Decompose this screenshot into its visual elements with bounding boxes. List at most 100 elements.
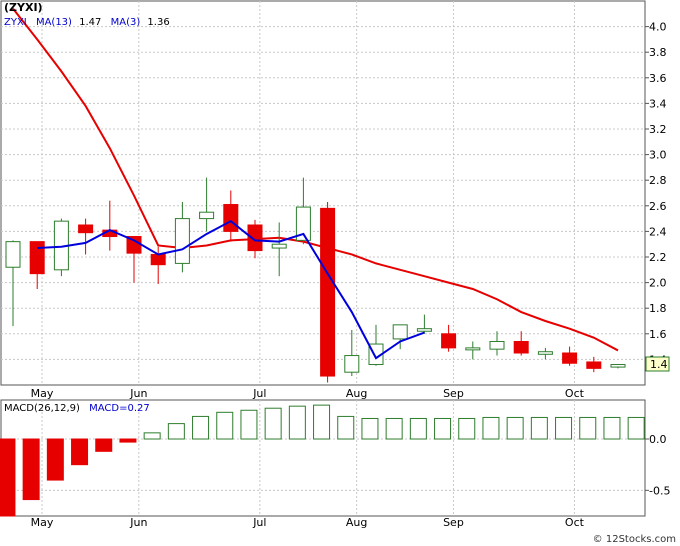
macd-y-tick-label: 0.0 — [649, 433, 667, 446]
price-y-tick-label: 2.6 — [649, 200, 667, 213]
watermark: © 12Stocks.com — [593, 534, 676, 545]
candle-body — [537, 351, 553, 355]
candle — [78, 218, 94, 255]
price-y-tick-label: 2.8 — [649, 174, 667, 187]
macd-bar — [337, 415, 355, 440]
candle-body — [295, 206, 311, 241]
macd-y-tick-label: -0.5 — [649, 484, 670, 497]
price-x-axis: May Jun Jul Aug Sep Oct — [31, 387, 585, 400]
macd-bar — [409, 417, 427, 440]
candle-body — [586, 361, 602, 369]
candle-body — [610, 364, 626, 368]
candle-body — [174, 218, 190, 264]
macd-bar — [95, 438, 113, 452]
legend-ma13-value: 1.47 — [79, 17, 101, 28]
candle-body — [489, 340, 505, 350]
candle-body — [416, 328, 432, 332]
macd-bar — [627, 416, 645, 440]
price-y-tick-label: 2.4 — [649, 225, 667, 238]
price-y-tick-label: 4.0 — [649, 21, 667, 34]
price-x-tick-label: Jul — [252, 387, 266, 400]
candle — [586, 356, 602, 373]
macd-bar — [434, 417, 452, 440]
macd-x-tick-label: Oct — [565, 516, 585, 529]
candle — [537, 347, 553, 360]
last-price-badge — [645, 356, 670, 372]
candle — [465, 341, 481, 360]
candle — [441, 324, 457, 352]
ma13-polyline — [12, 8, 619, 352]
macd-bar — [313, 404, 331, 440]
candle-body — [199, 211, 215, 220]
macd-bar — [385, 417, 403, 440]
macd-bar — [458, 417, 476, 440]
price-y-tick-label: 3.4 — [649, 97, 667, 110]
candle-body — [271, 243, 287, 249]
candle-body — [5, 241, 21, 268]
macd-bar — [555, 416, 573, 440]
candle-body — [150, 253, 166, 266]
candle — [29, 241, 45, 289]
legend-ticker: ZYXI — [4, 17, 27, 28]
macd-x-tick-label: Aug — [346, 516, 367, 529]
candle — [392, 324, 408, 350]
price-x-tick-label: Sep — [443, 387, 464, 400]
ma3-line — [37, 219, 425, 360]
macd-bar — [506, 416, 524, 440]
macd-bar — [361, 417, 379, 440]
candle — [247, 219, 263, 259]
macd-x-axis: May Jun Jul Aug Sep Oct — [31, 516, 585, 529]
macd-bar — [71, 438, 89, 466]
price-y-tick-label: 2.0 — [649, 277, 667, 290]
macd-bar — [288, 405, 306, 440]
candle-body — [320, 207, 336, 377]
macd-x-tick-label: Sep — [443, 516, 464, 529]
macd-bar — [264, 407, 282, 440]
candle-body — [78, 224, 94, 234]
macd-bar — [216, 411, 234, 440]
candle-body — [29, 241, 45, 275]
candle — [174, 201, 190, 273]
macd-bar — [603, 416, 621, 440]
candle-body — [247, 224, 263, 252]
macd-bar — [46, 438, 64, 481]
macd-legend-label: MACD(26,12,9) — [4, 403, 80, 414]
macd-bar — [143, 432, 161, 440]
macd-legend: MACD(26,12,9) MACD=0.27 — [4, 403, 150, 414]
legend-line: ZYXI MA(13) 1.47 MA(3) 1.36 — [4, 17, 170, 28]
legend-ma3-label: MA(3) — [111, 17, 141, 28]
legend-ma13-label: MA(13) — [36, 17, 72, 28]
macd-bar — [119, 438, 137, 443]
macd-x-tick-label: May — [31, 516, 54, 529]
price-y-tick-label: 3.8 — [649, 46, 667, 59]
last-price-label: 1.4 — [650, 358, 668, 371]
candle — [53, 218, 69, 277]
candle — [416, 314, 432, 334]
price-y-tick-label: 2.2 — [649, 251, 667, 264]
price-y-tick-label: 3.2 — [649, 123, 667, 136]
candle-body — [562, 352, 578, 364]
macd-x-tick-label: Jul — [252, 516, 266, 529]
macd-bar — [240, 409, 258, 440]
price-x-tick-label: Oct — [565, 387, 585, 400]
price-x-tick-label: May — [31, 387, 54, 400]
macd-bar — [482, 416, 500, 440]
price-x-tick-label: Aug — [346, 387, 367, 400]
macd-bar — [167, 423, 185, 440]
ma3-polyline — [37, 219, 425, 360]
candle — [5, 240, 21, 327]
candle — [513, 331, 529, 356]
price-y-tick-label: 3.0 — [649, 149, 667, 162]
macd-bars — [0, 404, 645, 517]
candle-body — [513, 340, 529, 354]
candle — [320, 201, 336, 383]
candle — [610, 364, 626, 369]
price-y-tick-label: 3.6 — [649, 72, 667, 85]
price-y-tick-label: 1.6 — [649, 328, 667, 341]
macd-bar — [0, 438, 16, 517]
macd-legend-value: MACD=0.27 — [89, 403, 150, 414]
candle — [344, 329, 360, 377]
price-x-tick-label: Jun — [129, 387, 147, 400]
candle — [199, 177, 215, 232]
